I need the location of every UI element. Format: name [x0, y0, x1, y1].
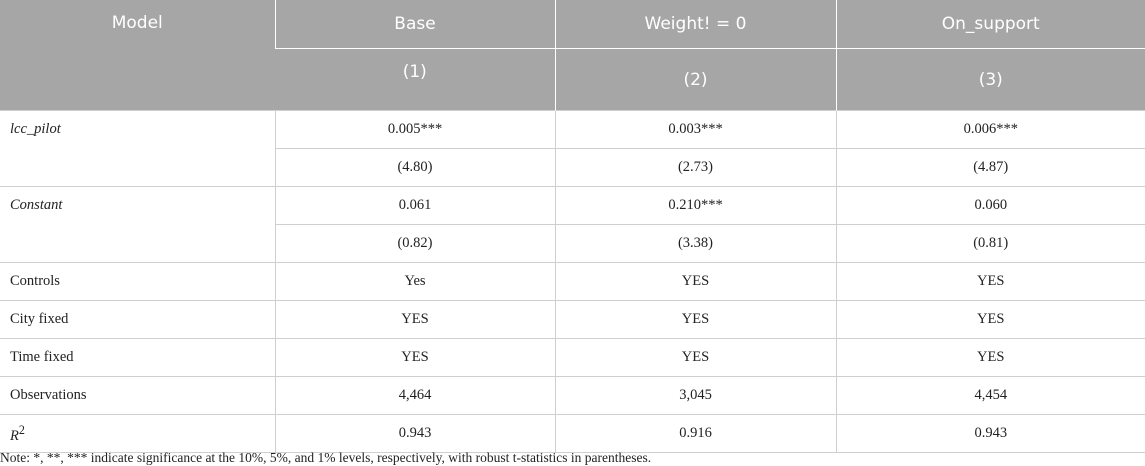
- table-header: Model Base Weight! = 0 On_support (1) (2) (3…: [0, 0, 1145, 111]
- table-cell: YES: [554, 262, 837, 301]
- table-cell: 0.005***: [274, 110, 556, 149]
- table-cell: (0.81): [835, 224, 1145, 263]
- table-cell: YES: [835, 262, 1145, 301]
- table-cell: (4.80): [274, 148, 556, 187]
- row-label-text: R: [10, 427, 19, 444]
- table-cell: YES: [835, 300, 1145, 339]
- header-cell: Model: [0, 0, 275, 111]
- table-cell: 4,454: [835, 376, 1145, 415]
- table-cell: 0.916: [554, 414, 837, 453]
- table-row: (0.82) (3.38) (0.81): [0, 224, 1145, 263]
- row-label-text: City fixed: [10, 311, 69, 327]
- header-cell: (3): [835, 48, 1145, 111]
- table-cell: YES: [554, 338, 837, 377]
- table-cell: 0.943: [274, 414, 556, 453]
- table-row: Controls Yes YES YES: [0, 262, 1145, 301]
- results-table: Model Base Weight! = 0 On_support (1) (2) (3…: [0, 0, 1145, 453]
- row-label-text: Time fixed: [10, 349, 74, 365]
- header-cell: Base: [274, 0, 555, 49]
- table-cell: Yes: [274, 262, 556, 301]
- table-cell: 4,464: [274, 376, 556, 415]
- table-cell: 0.061: [274, 186, 556, 225]
- table-cell: YES: [554, 300, 837, 339]
- row-label-sup: 2: [18, 422, 25, 437]
- table-body: lcc_pilot 0.005*** 0.003*** 0.006*** (4.80)(…: [0, 110, 1145, 453]
- table-cell: 0.210***: [554, 186, 837, 225]
- header-row: Model Base Weight! = 0 On_support: [0, 0, 1145, 111]
- table-cell: 0.003***: [554, 110, 837, 149]
- row-label: Controls: [0, 262, 276, 301]
- row-label: Constant: [0, 186, 276, 263]
- row-label-text: lcc_pilot: [10, 121, 61, 137]
- row-label-text: Constant: [10, 197, 63, 213]
- table-cell: 0.006***: [835, 110, 1145, 149]
- table-row: lcc_pilot 0.005*** 0.003*** 0.006***: [0, 110, 1145, 187]
- table-cell: (3.38): [554, 224, 837, 263]
- header-cell: (2): [554, 48, 836, 111]
- table-cell: (2.73): [554, 148, 837, 187]
- row-label-text: Controls: [10, 273, 60, 289]
- table-cell: YES: [274, 338, 556, 377]
- table-cell: YES: [835, 338, 1145, 377]
- table-row: Constant 0.061 0.210*** 0.060: [0, 186, 1145, 263]
- header-row: (1) (2) (3): [0, 48, 1145, 111]
- table-note: Note: *, **, *** indicate significance a…: [0, 450, 652, 465]
- table-row: Observations 4,464 3,045 4,454: [0, 376, 1145, 415]
- table-row: (4.80) (2.73) (4.87): [0, 148, 1145, 187]
- table-cell: 0.943: [835, 414, 1145, 453]
- table-row: Time fixed YES YES YES: [0, 338, 1145, 377]
- row-label-text: Observations: [10, 387, 87, 403]
- table-cell: (4.87): [835, 148, 1145, 187]
- table-cell: (0.82): [274, 224, 556, 263]
- header-cell: On_support: [835, 0, 1145, 49]
- table-cell: YES: [274, 300, 556, 339]
- row-label: Time fixed: [0, 338, 276, 377]
- table-cell: 0.060: [835, 186, 1145, 225]
- table-row: City fixed YES YES YES: [0, 300, 1145, 339]
- row-label: Observations: [0, 376, 276, 415]
- row-label: lcc_pilot: [0, 110, 276, 187]
- row-label: City fixed: [0, 300, 276, 339]
- header-cell: Weight! = 0: [554, 0, 836, 49]
- table-cell: 3,045: [554, 376, 837, 415]
- header-cell: (1): [275, 48, 555, 111]
- row-label: R2: [0, 414, 276, 453]
- table-row: R2 0.943 0.916 0.943: [0, 414, 1145, 453]
